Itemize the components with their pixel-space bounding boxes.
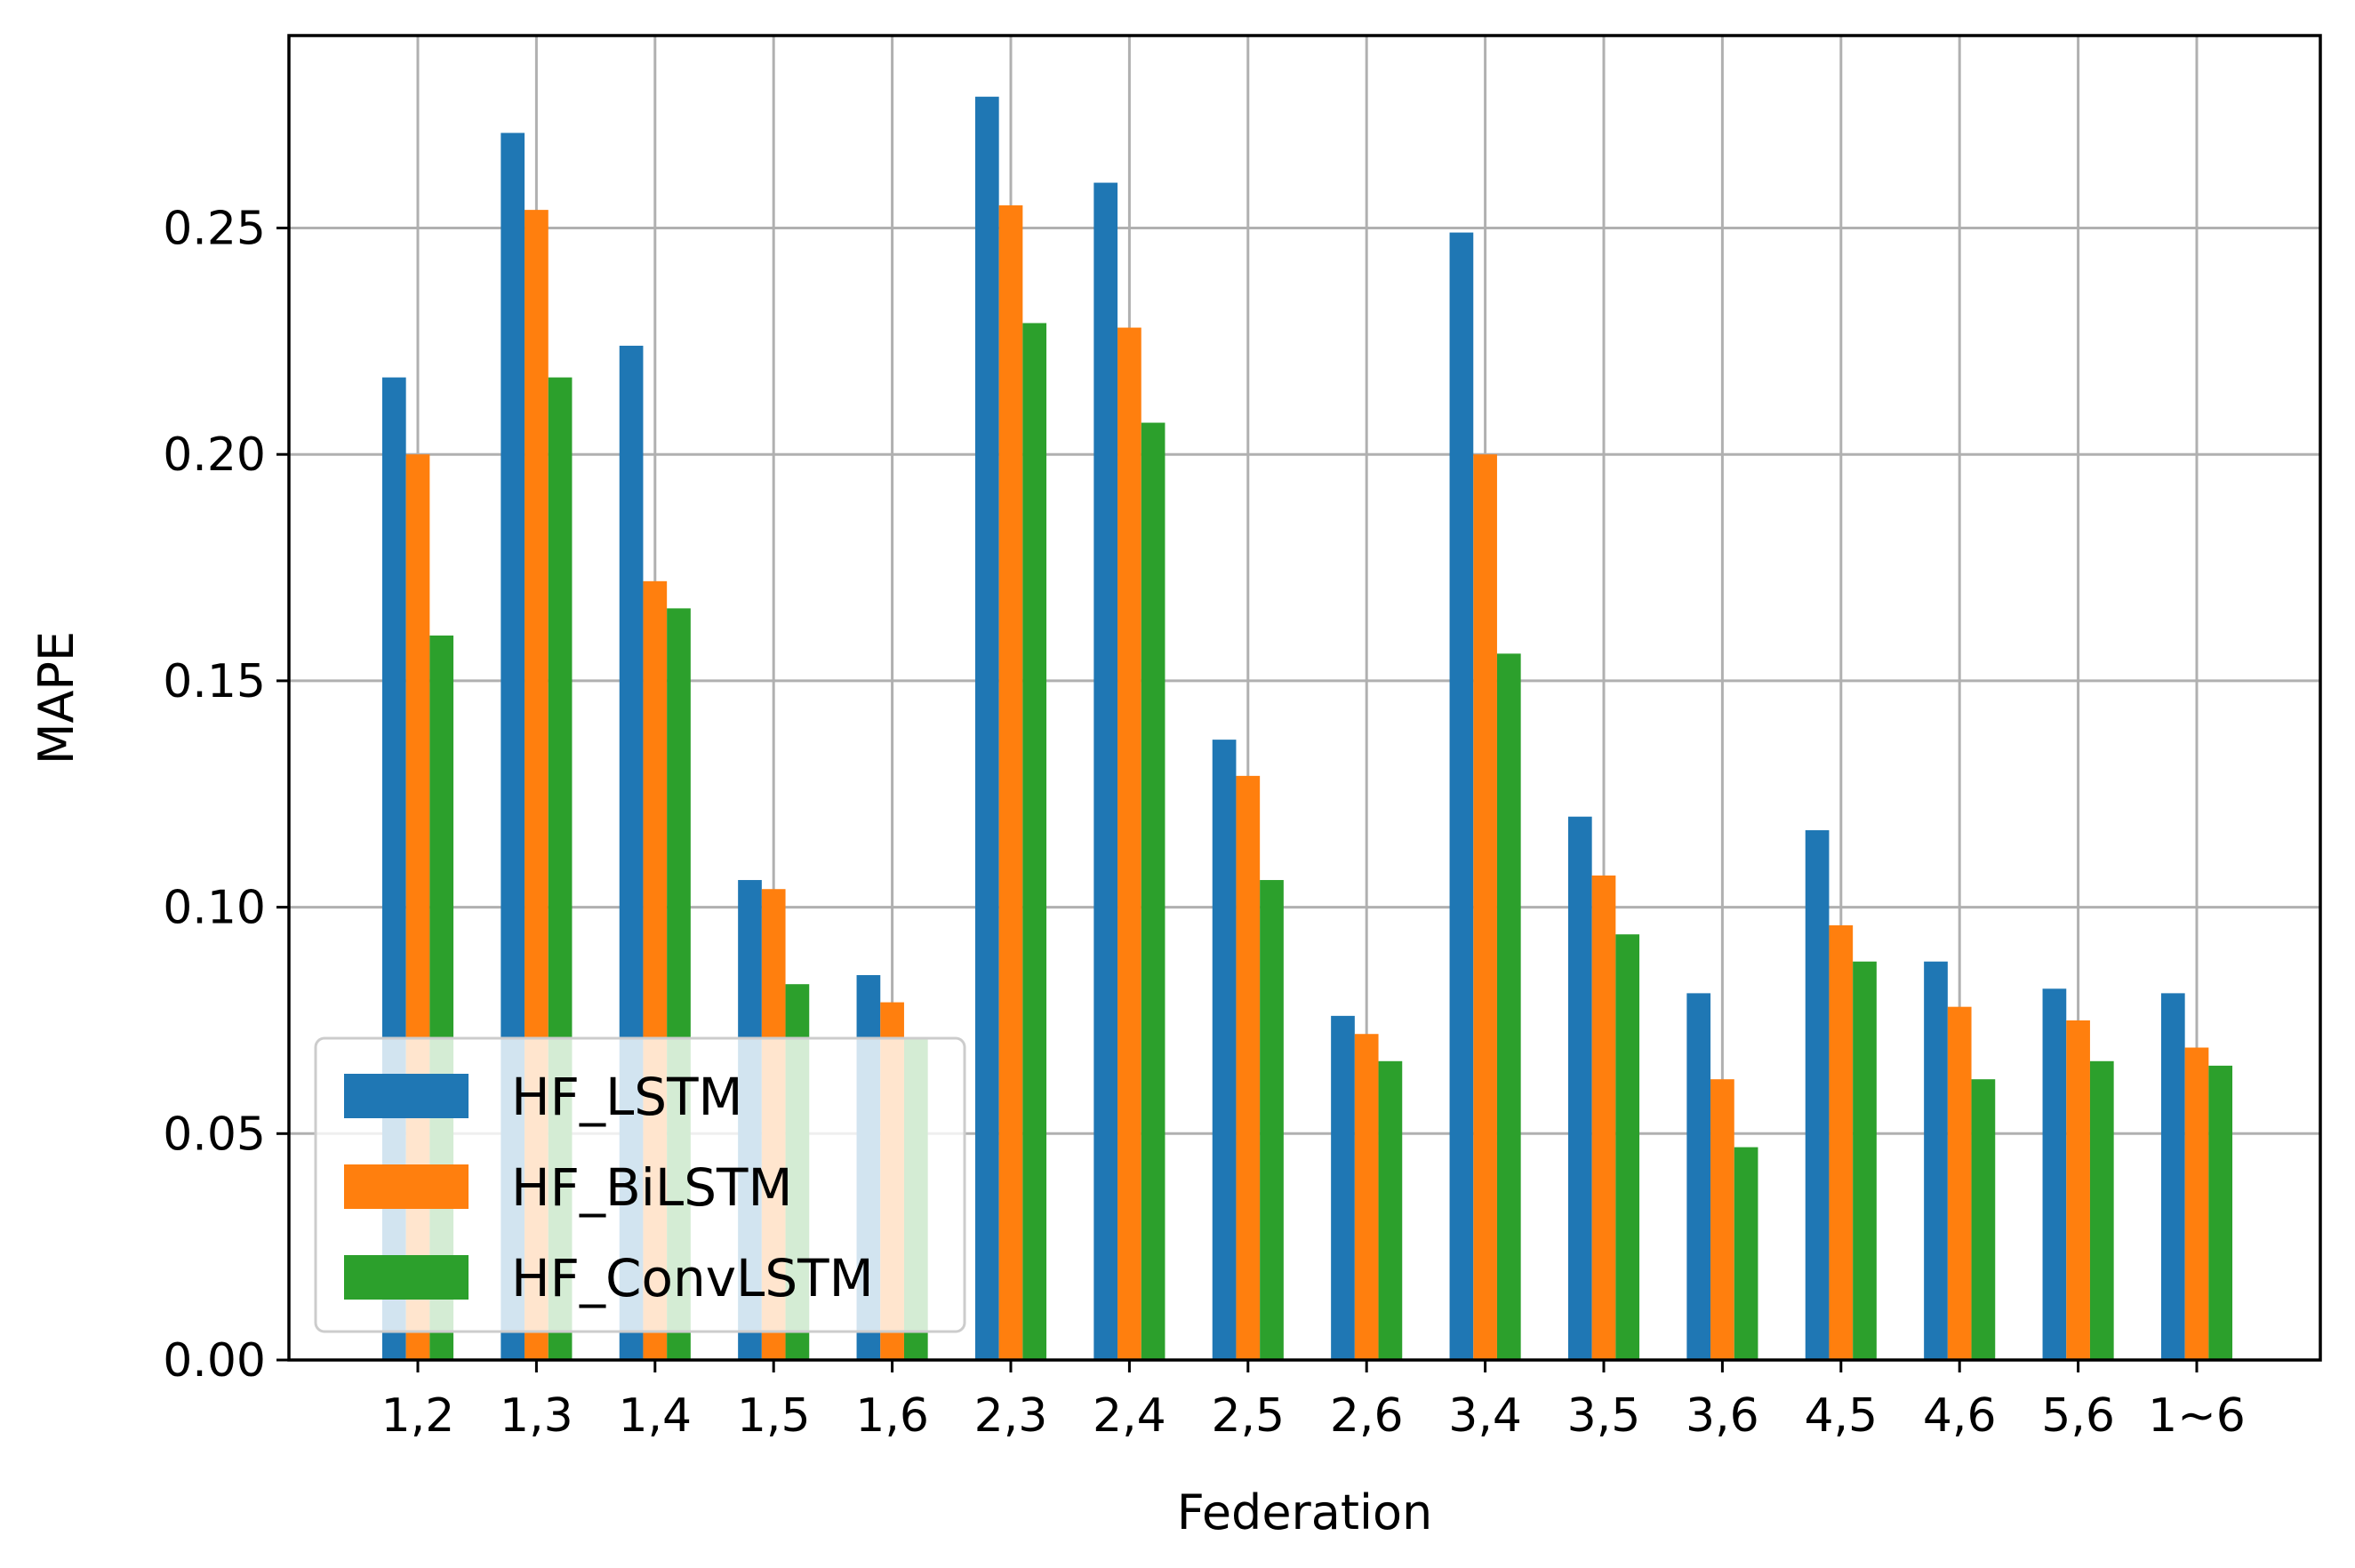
bar-hf-convlstm xyxy=(1615,934,1640,1360)
legend-label: HF_BiLSTM xyxy=(511,1157,792,1218)
bar-hf-bilstm xyxy=(1710,1079,1734,1360)
bar-hf-bilstm xyxy=(1591,875,1616,1360)
x-tick-label: 1,5 xyxy=(737,1389,811,1443)
x-axis-label: Federation xyxy=(1177,1484,1433,1540)
bar-hf-lstm xyxy=(2160,993,2185,1360)
bar-hf-lstm xyxy=(1567,816,1592,1360)
bar-hf-bilstm xyxy=(1354,1034,1379,1360)
legend-swatch xyxy=(344,1255,469,1300)
bar-hf-convlstm xyxy=(1260,880,1284,1360)
x-tick-label: 1~6 xyxy=(2148,1389,2246,1443)
x-tick-label: 4,5 xyxy=(1804,1389,1878,1443)
x-tick-label: 2,5 xyxy=(1211,1389,1285,1443)
legend-swatch xyxy=(344,1074,469,1118)
bar-hf-lstm xyxy=(1805,830,1830,1360)
bar-hf-lstm xyxy=(1093,182,1118,1361)
bar-hf-bilstm xyxy=(998,205,1023,1360)
x-tick-label: 1,3 xyxy=(500,1389,573,1443)
legend-label: HF_LSTM xyxy=(511,1067,743,1127)
bar-hf-convlstm xyxy=(2089,1060,2114,1360)
y-tick-label: 0.05 xyxy=(163,1108,266,1161)
bar-hf-convlstm xyxy=(1141,422,1165,1360)
x-tick-label: 5,6 xyxy=(2041,1389,2115,1443)
y-axis-label: MAPE xyxy=(28,631,84,764)
bar-hf-lstm xyxy=(974,96,999,1360)
bar-hf-lstm xyxy=(1449,232,1474,1361)
y-tick-label: 0.15 xyxy=(163,655,266,708)
y-tick-label: 0.00 xyxy=(163,1334,266,1388)
legend-items: HF_LSTM HF_BiLSTM HF_ConvLSTM xyxy=(344,1067,874,1308)
x-tick-label: 2,6 xyxy=(1330,1389,1404,1443)
bar-hf-bilstm xyxy=(1473,454,1497,1360)
bar-hf-bilstm xyxy=(2066,1020,2090,1360)
y-tick-label: 0.20 xyxy=(163,428,266,482)
legend-box xyxy=(314,1036,966,1333)
bar-hf-convlstm xyxy=(1971,1079,1996,1360)
legend: HF_LSTM HF_BiLSTM HF_ConvLSTM xyxy=(314,1036,966,1333)
y-tick-label: 0.25 xyxy=(163,202,266,255)
bar-hf-convlstm xyxy=(1853,961,1877,1360)
x-tick-label: 1,4 xyxy=(618,1389,692,1443)
bar-hf-convlstm xyxy=(2208,1065,2233,1360)
bar-hf-convlstm xyxy=(1496,653,1521,1360)
x-tick-label: 1,6 xyxy=(855,1389,929,1443)
legend-label: HF_ConvLSTM xyxy=(511,1248,874,1308)
bar-hf-bilstm xyxy=(2184,1047,2209,1360)
bar-hf-bilstm xyxy=(1236,775,1261,1360)
x-tick-label: 2,4 xyxy=(1093,1389,1166,1443)
bar-hf-lstm xyxy=(1686,993,1711,1360)
legend-swatch xyxy=(344,1164,469,1209)
bar-hf-lstm xyxy=(1331,1015,1355,1360)
x-tick-label: 1,2 xyxy=(381,1389,455,1443)
x-tick-label: 4,6 xyxy=(1923,1389,1997,1443)
x-tick-label: 2,3 xyxy=(974,1389,1048,1443)
bar-hf-convlstm xyxy=(1022,323,1047,1360)
bar-hf-convlstm xyxy=(1734,1147,1758,1360)
x-axis-ticks: 1,2 1,3 1,4 1,5 1,6 2,3 2,4 2,5 2,6 3,4 3,5 3,6 4,5 4… xyxy=(381,1360,2246,1443)
x-tick-label: 3,6 xyxy=(1686,1389,1759,1443)
y-axis-ticks: 0.00 0.05 0.10 0.15 0.20 0.25 xyxy=(163,202,289,1388)
plot-frame xyxy=(287,34,2322,1362)
bar-hf-bilstm xyxy=(1117,327,1141,1361)
bar-hf-bilstm xyxy=(1829,924,1854,1360)
bar-hf-bilstm xyxy=(1947,1006,1972,1360)
y-tick-label: 0.10 xyxy=(163,882,266,935)
x-tick-label: 3,5 xyxy=(1567,1389,1641,1443)
x-tick-label: 3,4 xyxy=(1448,1389,1522,1443)
bar-hf-lstm xyxy=(2042,988,2067,1360)
bar-hf-convlstm xyxy=(1378,1060,1403,1360)
bar-hf-lstm xyxy=(1924,961,1948,1360)
bar-hf-lstm xyxy=(1212,740,1237,1360)
